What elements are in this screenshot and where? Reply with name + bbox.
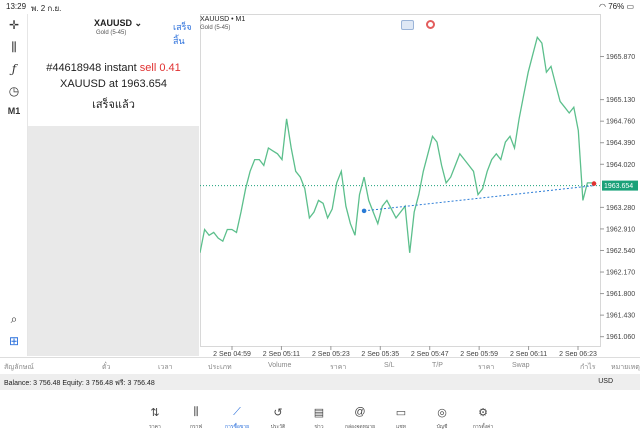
y-tick-label: 1964.020 bbox=[606, 162, 635, 169]
order-summary: #44618948 instant sell 0.41 bbox=[28, 62, 199, 74]
x-tick-label: 2 Sep 05:23 bbox=[312, 351, 350, 356]
chat-icon: ▭ bbox=[395, 407, 407, 419]
tab-trade[interactable]: ⟋ การซื้อขาย bbox=[219, 406, 255, 431]
trade-connector-line bbox=[364, 185, 595, 212]
quotes-icon: ⇅ bbox=[150, 407, 160, 419]
status-bar: 13:29 พ. 2 ก.ย. ◠ 76% ▭ bbox=[0, 0, 640, 14]
one-click-trading-icon[interactable] bbox=[401, 20, 414, 30]
order-status: เสร็จแล้ว bbox=[92, 99, 135, 111]
bottom-tab-bar: ⇅ ราคา ⫼ กราฟ ⟋ การซื้อขาย ↺ ประวัติ ▤ ข่าว @… bbox=[0, 402, 640, 447]
col-price2: ราคา bbox=[478, 364, 495, 371]
symbol-selector[interactable]: XAUUSD ⌄ bbox=[94, 18, 143, 28]
y-tick-label: 1962.910 bbox=[606, 226, 635, 233]
order-result-panel: XAUUSD ⌄ Gold (5-45) เสร็จสิ้น #44618948… bbox=[28, 14, 199, 356]
history-icon: ↺ bbox=[273, 407, 283, 419]
col-tp: T/P bbox=[432, 362, 443, 369]
y-tick-label: 1965.130 bbox=[606, 97, 635, 104]
x-tick-label: 2 Sep 06:23 bbox=[559, 351, 597, 356]
current-price-label: 1963.654 bbox=[604, 183, 633, 190]
y-tick-label: 1961.430 bbox=[606, 313, 635, 320]
chevron-down-icon: ⌄ bbox=[134, 18, 143, 28]
col-ticket: ตั๋ว bbox=[102, 364, 111, 371]
y-tick-label: 1961.800 bbox=[606, 291, 635, 298]
status-time: 13:29 bbox=[6, 2, 27, 11]
trade-entry-marker bbox=[361, 208, 367, 214]
price-series-line bbox=[200, 35, 592, 253]
chart-subtitle: Gold (5-45) bbox=[200, 25, 231, 31]
tab-settings[interactable]: ⚙ การตั้งค่า bbox=[465, 406, 501, 431]
y-tick-label: 1964.390 bbox=[606, 140, 635, 147]
y-tick-label: 1961.060 bbox=[606, 334, 635, 341]
zoom-icon[interactable]: ⌕ bbox=[10, 312, 18, 326]
tab-mailbox[interactable]: @ กล่องจดหมาย bbox=[342, 406, 378, 431]
candlestick-icon[interactable]: ⫼ bbox=[11, 40, 17, 54]
wifi-icon: ◠ bbox=[598, 2, 606, 11]
trade-table-header: สัญลักษณ์ ตั๋ว เวลา ประเภท Volume ราคา S… bbox=[0, 357, 640, 375]
col-price: ราคา bbox=[330, 364, 347, 371]
tab-history[interactable]: ↺ ประวัติ bbox=[260, 406, 296, 431]
order-ticket: #44618948 instant bbox=[46, 62, 137, 74]
y-tick-label: 1964.760 bbox=[606, 119, 635, 126]
y-tick-label: 1962.540 bbox=[606, 248, 635, 255]
chart-icon: ⫼ bbox=[193, 406, 199, 418]
y-tick-label: 1963.280 bbox=[606, 205, 635, 212]
new-order-icon[interactable]: ⊞ bbox=[8, 334, 20, 348]
battery-level: 76% bbox=[608, 2, 625, 11]
trade-icon: ⟋ bbox=[233, 406, 241, 418]
order-result-card: XAUUSD ⌄ Gold (5-45) เสร็จสิ้น #44618948… bbox=[28, 14, 199, 126]
account-icon: ◎ bbox=[437, 407, 447, 419]
y-tick-label: 1965.870 bbox=[606, 54, 635, 61]
settings-icon: ⚙ bbox=[478, 407, 488, 419]
col-sl: S/L bbox=[384, 362, 395, 369]
status-date: พ. 2 ก.ย. bbox=[31, 4, 62, 13]
news-icon: ▤ bbox=[313, 407, 325, 419]
order-type-volume: sell 0.41 bbox=[139, 62, 181, 74]
status-right: ◠ 76% ▭ bbox=[599, 2, 634, 11]
tab-chat[interactable]: ▭ แชท bbox=[383, 406, 419, 431]
y-tick-label: 1962.170 bbox=[606, 270, 635, 277]
x-tick-label: 2 Sep 05:47 bbox=[411, 351, 449, 356]
tab-account[interactable]: ◎ บัญชี bbox=[424, 406, 460, 431]
objects-icon[interactable]: ◷ bbox=[8, 84, 20, 98]
timeframe-button[interactable]: M1 bbox=[7, 106, 21, 116]
trade-levels-icon[interactable] bbox=[426, 20, 435, 29]
plot-frame bbox=[200, 14, 601, 347]
mailbox-icon: @ bbox=[354, 406, 366, 418]
x-tick-label: 2 Sep 05:11 bbox=[263, 351, 300, 356]
battery-icon: ▭ bbox=[626, 2, 634, 11]
x-tick-label: 2 Sep 05:35 bbox=[361, 351, 399, 356]
col-symbol: สัญลักษณ์ bbox=[4, 364, 34, 371]
col-comment: หมายเหตุ bbox=[611, 364, 640, 371]
x-tick-label: 2 Sep 06:11 bbox=[510, 351, 547, 356]
current-price-tag bbox=[602, 180, 638, 191]
balance-currency: USD bbox=[598, 378, 613, 385]
balance-bar: Balance: 3 756.48 Equity: 3 756.48 ฟรี: … bbox=[0, 374, 640, 390]
tab-news[interactable]: ▤ ข่าว bbox=[301, 406, 337, 431]
symbol-description: Gold (5-45) bbox=[96, 30, 127, 36]
col-volume: Volume bbox=[268, 362, 292, 369]
chart-toolbar: ✛ ⫼ ƒ ◷ M1 ⌕ ⊞ bbox=[0, 14, 28, 356]
indicator-icon[interactable]: ƒ bbox=[11, 62, 17, 76]
tab-chart[interactable]: ⫼ กราฟ bbox=[178, 406, 214, 431]
crosshair-icon[interactable]: ✛ bbox=[8, 18, 20, 32]
x-tick-label: 2 Sep 05:59 bbox=[460, 351, 498, 356]
price-chart[interactable]: 1965.870 1965.130 1964.760 1964.390 1964.020… bbox=[200, 14, 640, 356]
col-time: เวลา bbox=[158, 364, 173, 371]
trade-exit-marker bbox=[591, 181, 597, 186]
balance-text: Balance: 3 756.48 Equity: 3 756.48 ฟรี: … bbox=[4, 380, 155, 387]
chart-canvas[interactable]: 1965.870 1965.130 1964.760 1964.390 1964.020… bbox=[200, 14, 640, 356]
col-type: ประเภท bbox=[208, 364, 232, 371]
x-tick-label: 2 Sep 04:59 bbox=[213, 351, 251, 356]
order-price-line: XAUUSD at 1963.654 bbox=[59, 78, 167, 90]
chart-title: XAUUSD • M1 bbox=[200, 16, 246, 23]
tab-quotes[interactable]: ⇅ ราคา bbox=[137, 406, 173, 431]
col-swap: Swap bbox=[512, 362, 530, 369]
col-profit: กำไร bbox=[580, 364, 596, 371]
done-button[interactable]: เสร็จสิ้น bbox=[173, 22, 192, 46]
